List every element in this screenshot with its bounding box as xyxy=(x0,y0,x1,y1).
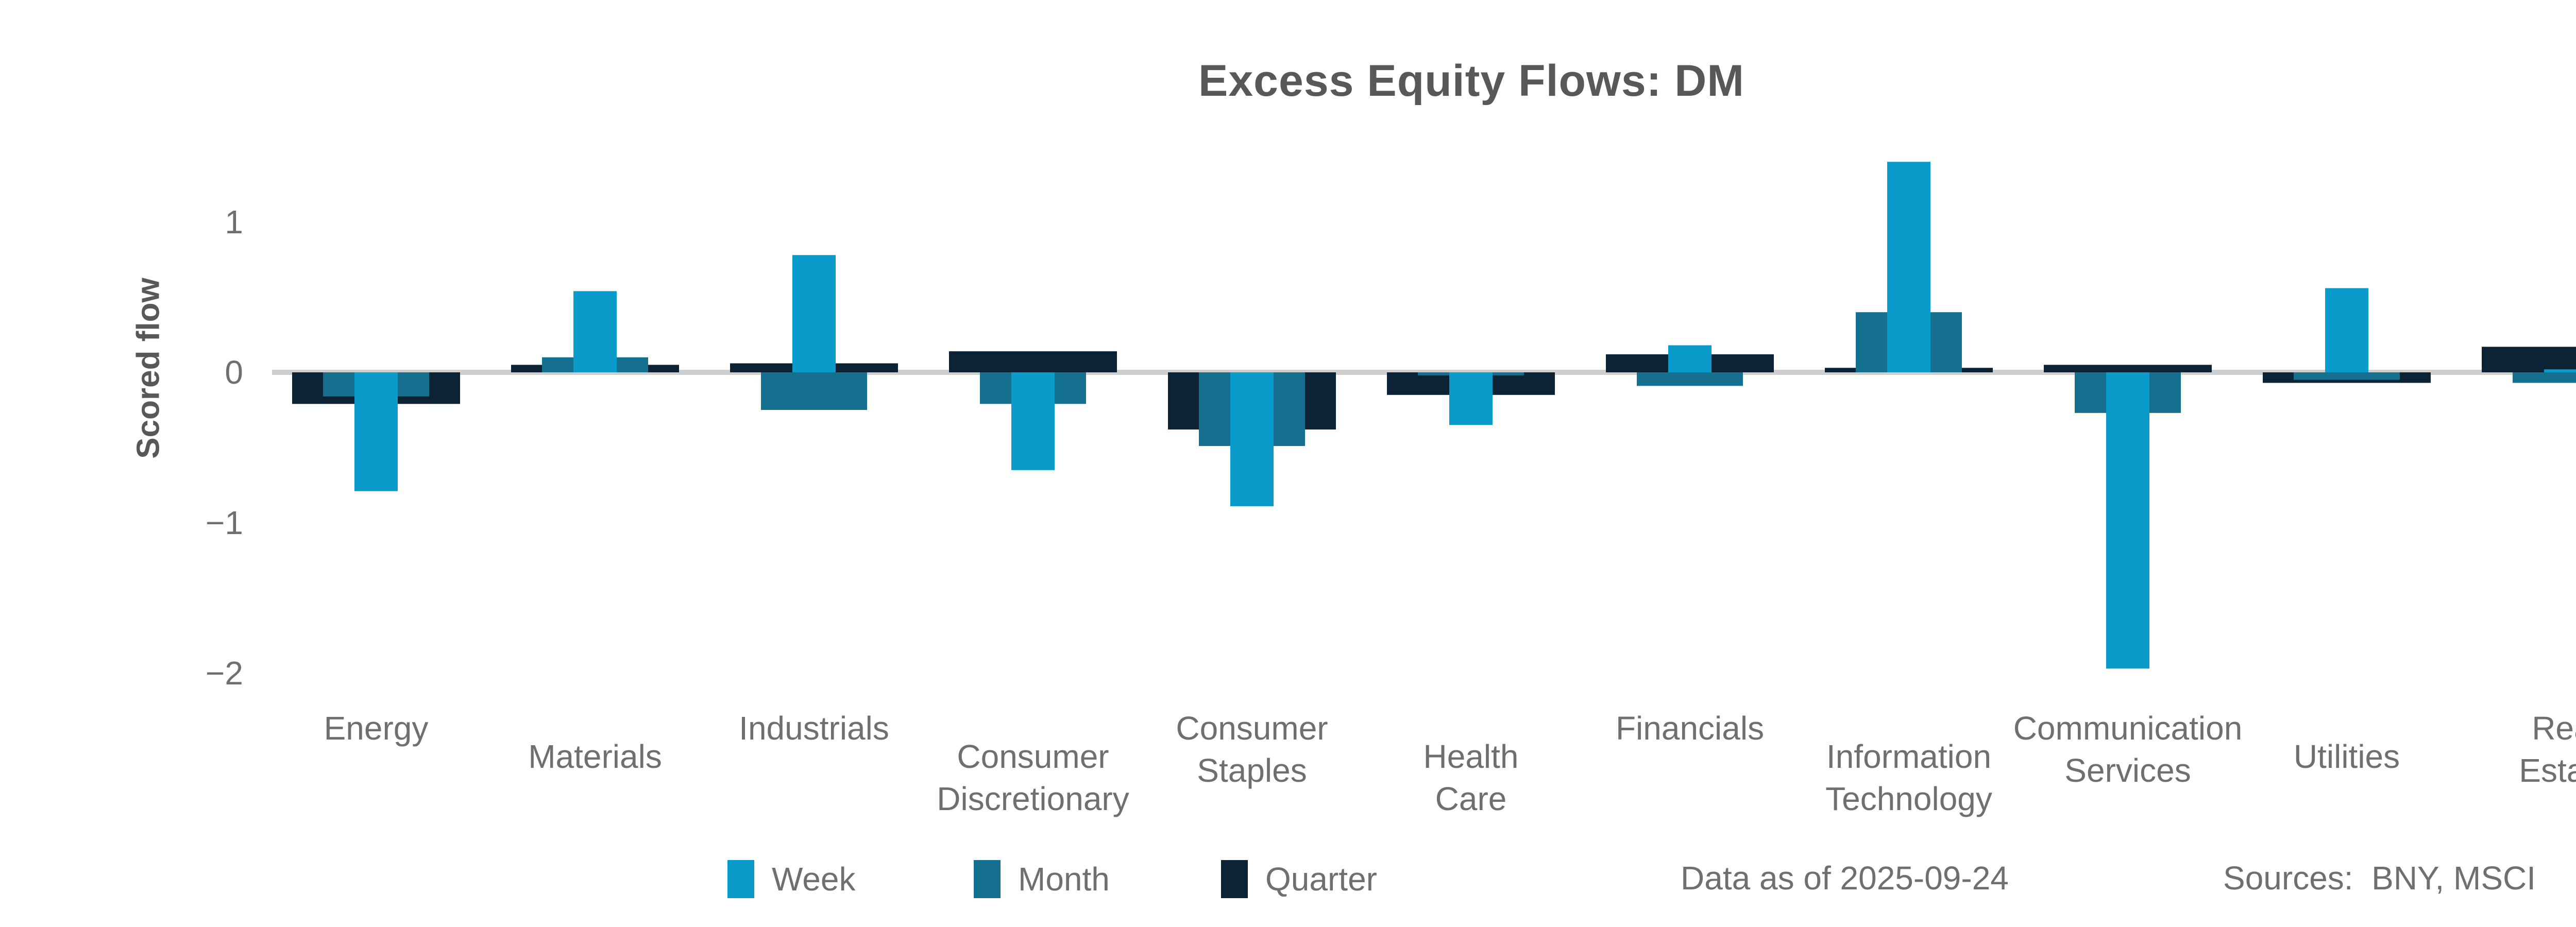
bar-month-financials xyxy=(1637,372,1743,386)
x-axis-label-consumer-staples: Consumer Staples xyxy=(1176,710,1328,789)
legend-item-month: Month xyxy=(974,856,1110,902)
bar-month-utilities xyxy=(2294,372,2400,380)
x-axis-label-utilities: Utilities xyxy=(2293,738,2400,775)
legend-swatch-month xyxy=(974,860,1001,898)
bar-week-information-technology xyxy=(1887,162,1930,372)
y-tick-label-1: 1 xyxy=(225,203,243,241)
legend-swatch-week xyxy=(727,860,754,898)
y-tick-label-minus-1: −1 xyxy=(206,504,243,541)
x-axis-label-financials: Financials xyxy=(1615,710,1765,747)
legend-label-month: Month xyxy=(1018,861,1110,898)
x-axis-label-information-technology: Information Technology xyxy=(1825,738,1992,817)
legend-label-week: Week xyxy=(772,861,856,898)
sources-text: Sources: BNY, MSCI xyxy=(2223,860,2536,897)
x-axis-label-communication-services: Communication Services xyxy=(2013,710,2243,789)
bar-week-health-care xyxy=(1449,372,1493,425)
bar-month-industrials xyxy=(761,372,867,410)
chart-title: Excess Equity Flows: DM xyxy=(1198,56,1745,106)
bar-week-industrials xyxy=(792,255,836,372)
bar-week-utilities xyxy=(2325,288,2368,372)
bar-week-energy xyxy=(354,372,398,491)
bar-quarter-consumer-discretionary xyxy=(949,351,1117,372)
bar-quarter-communication-services xyxy=(2044,365,2212,372)
legend-item-quarter: Quarter xyxy=(1221,856,1377,902)
legend-swatch-quarter xyxy=(1221,860,1248,898)
x-axis-label-industrials: Industrials xyxy=(739,710,889,747)
y-tick-label-0: 0 xyxy=(225,354,243,391)
data-as-of-text: Data as of 2025-09-24 xyxy=(1681,860,2009,897)
bar-week-consumer-staples xyxy=(1230,372,1274,506)
bar-week-consumer-discretionary xyxy=(1011,372,1055,470)
bar-quarter-real-estate xyxy=(2482,347,2576,372)
bar-week-financials xyxy=(1668,345,1711,372)
x-axis-label-materials: Materials xyxy=(528,738,662,775)
legend-item-week: Week xyxy=(727,856,855,902)
x-axis-label-real-estate: RealEstate xyxy=(2519,710,2576,789)
bar-week-communication-services xyxy=(2106,372,2149,669)
y-tick-label-minus-2: −2 xyxy=(206,655,243,692)
legend-label-quarter: Quarter xyxy=(1265,861,1377,898)
x-axis-label-health-care: Health Care xyxy=(1423,738,1519,817)
x-axis-label-consumer-discretionary: Consumer Discretionary xyxy=(937,738,1129,817)
bar-week-real-estate xyxy=(2544,369,2576,372)
bar-month-real-estate xyxy=(2513,372,2576,383)
x-axis-label-energy: Energy xyxy=(324,710,429,747)
legend: Week Month Quarter xyxy=(0,856,2576,913)
bar-week-materials xyxy=(573,291,617,372)
